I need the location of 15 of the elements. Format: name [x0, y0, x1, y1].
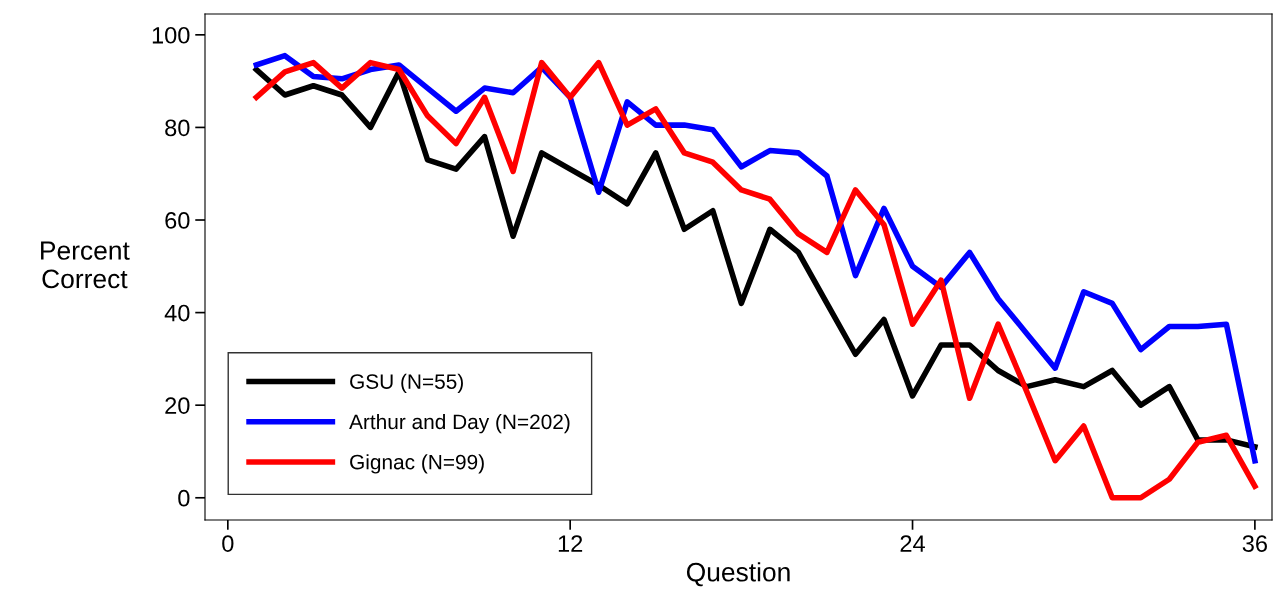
- legend-label: GSU (N=55): [350, 373, 463, 394]
- y-tick-label: 0: [178, 489, 190, 507]
- y-axis-title: Percent Correct: [41, 241, 130, 289]
- x-tick-label: 12: [558, 535, 583, 552]
- y-tick-label: 100: [152, 26, 190, 44]
- x-axis-title: Question: [686, 562, 790, 587]
- x-tick-label: 36: [1242, 535, 1267, 552]
- legend-label: Arthur and Day (N=202): [349, 413, 570, 434]
- y-tick-label: 60: [165, 212, 190, 229]
- x-tick-label: 24: [900, 535, 925, 552]
- y-tick-label: 80: [165, 119, 190, 137]
- x-tick-label: 0: [222, 535, 234, 552]
- y-tick-label: 20: [165, 397, 190, 414]
- y-tick-label: 40: [164, 304, 190, 322]
- legend-label: Gignac (N=99): [350, 454, 484, 474]
